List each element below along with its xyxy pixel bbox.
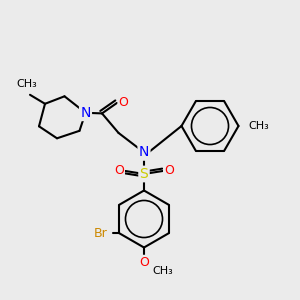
Text: CH₃: CH₃ [152, 266, 173, 276]
Text: CH₃: CH₃ [16, 80, 37, 89]
Text: O: O [119, 96, 128, 110]
Text: O: O [139, 256, 149, 269]
Text: S: S [140, 167, 148, 181]
Text: Br: Br [94, 227, 107, 240]
Text: O: O [164, 164, 174, 178]
Text: CH₃: CH₃ [248, 121, 269, 131]
Text: O: O [114, 164, 124, 178]
Text: N: N [80, 106, 91, 120]
Text: N: N [139, 146, 149, 159]
